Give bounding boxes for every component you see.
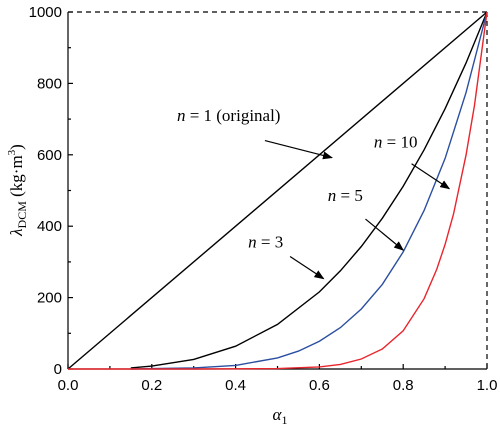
annotation-arrow-a5 xyxy=(365,218,404,251)
annotations: n = 1 (original) n = 10 n = 5 n = 3 xyxy=(177,106,451,280)
x-axis-symbol: α xyxy=(273,405,283,424)
y-axis-subscript: DCM xyxy=(15,201,29,229)
ticks: 0.0 0.2 0.4 0.6 0.8 1.0 0 200 400 600 800 1000 xyxy=(29,4,498,394)
series-line-n1 xyxy=(67,11,488,370)
x-tick-label: 0.4 xyxy=(225,377,246,394)
y-axis-label: λDCM (kg·m3) xyxy=(6,144,29,237)
curves xyxy=(67,11,488,370)
x-tick-label: 0.2 xyxy=(141,377,162,394)
annotation-label-a10: n = 10 xyxy=(374,133,418,152)
annotation-arrow-a3 xyxy=(289,256,325,280)
annotation-label-a3: n = 3 xyxy=(248,233,283,252)
x-axis-subscript: 1 xyxy=(281,413,287,427)
x-tick-label: 0.0 xyxy=(58,377,79,394)
y-tick-label: 400 xyxy=(37,218,62,235)
y-axis-units-superscript: 3 xyxy=(6,149,18,155)
y-tick-label: 600 xyxy=(37,147,62,164)
x-tick-label: 0.6 xyxy=(309,377,330,394)
y-tick-label: 800 xyxy=(37,75,62,92)
y-tick-label: 0 xyxy=(54,361,62,378)
x-axis-label: α1 xyxy=(273,405,288,427)
series-line-n3 xyxy=(130,11,488,369)
y-axis-units: (kg·m xyxy=(7,155,26,201)
x-tick-label: 0.8 xyxy=(393,377,414,394)
y-tick-label: 1000 xyxy=(29,4,62,21)
y-axis-units-close: ) xyxy=(7,144,26,150)
series-line-n5 xyxy=(130,11,488,370)
x-tick-label: 1.0 xyxy=(477,377,498,394)
annotation-arrow-a1 xyxy=(264,139,333,160)
annotation-label-a1: n = 1 (original) xyxy=(177,106,281,125)
series-line-n10 xyxy=(68,11,488,370)
y-axis-symbol: λ xyxy=(7,228,26,236)
annotation-label-a5: n = 5 xyxy=(328,186,363,205)
y-tick-label: 200 xyxy=(37,290,62,307)
annotation-arrow-a10 xyxy=(411,163,451,190)
